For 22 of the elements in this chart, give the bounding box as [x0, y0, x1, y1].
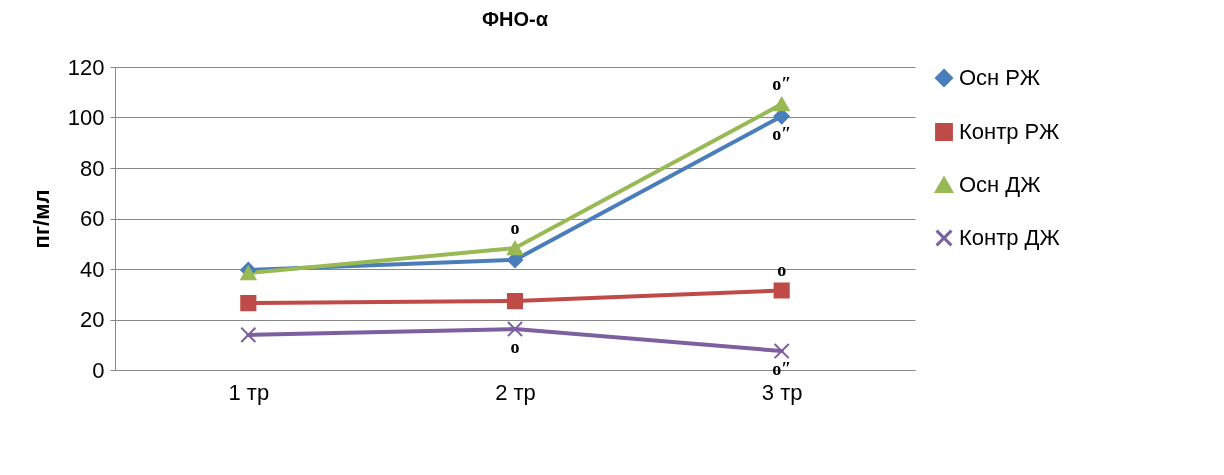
x-tick-label: 1 тр — [228, 379, 270, 405]
legend-label: Контр РЖ — [959, 119, 1061, 144]
x-tick-label: 3 тр — [761, 379, 803, 405]
annotation: о — [510, 337, 520, 358]
y-tick-label: 40 — [80, 256, 105, 282]
chart-title: ФНО-α — [481, 8, 549, 30]
annotation: о — [510, 218, 520, 239]
annotation: о — [777, 260, 787, 281]
annotation: о″ — [772, 124, 792, 145]
legend-label: Осн РЖ — [959, 65, 1041, 90]
y-tick-label: 80 — [80, 155, 105, 181]
y-tick-label: 60 — [80, 206, 105, 231]
annotation: о″ — [772, 359, 792, 380]
y-tick-label: 120 — [67, 54, 105, 80]
y-tick-label: 20 — [80, 307, 105, 332]
y-axis-title: пг/мл — [28, 189, 54, 249]
annotation: о″ — [772, 74, 792, 95]
legend-label: Контр ДЖ — [959, 225, 1061, 250]
y-tick-label: 0 — [92, 357, 105, 383]
x-tick-label: 2 тр — [495, 379, 536, 405]
legend-label: Осн ДЖ — [959, 172, 1042, 197]
y-tick-label: 100 — [67, 105, 105, 130]
